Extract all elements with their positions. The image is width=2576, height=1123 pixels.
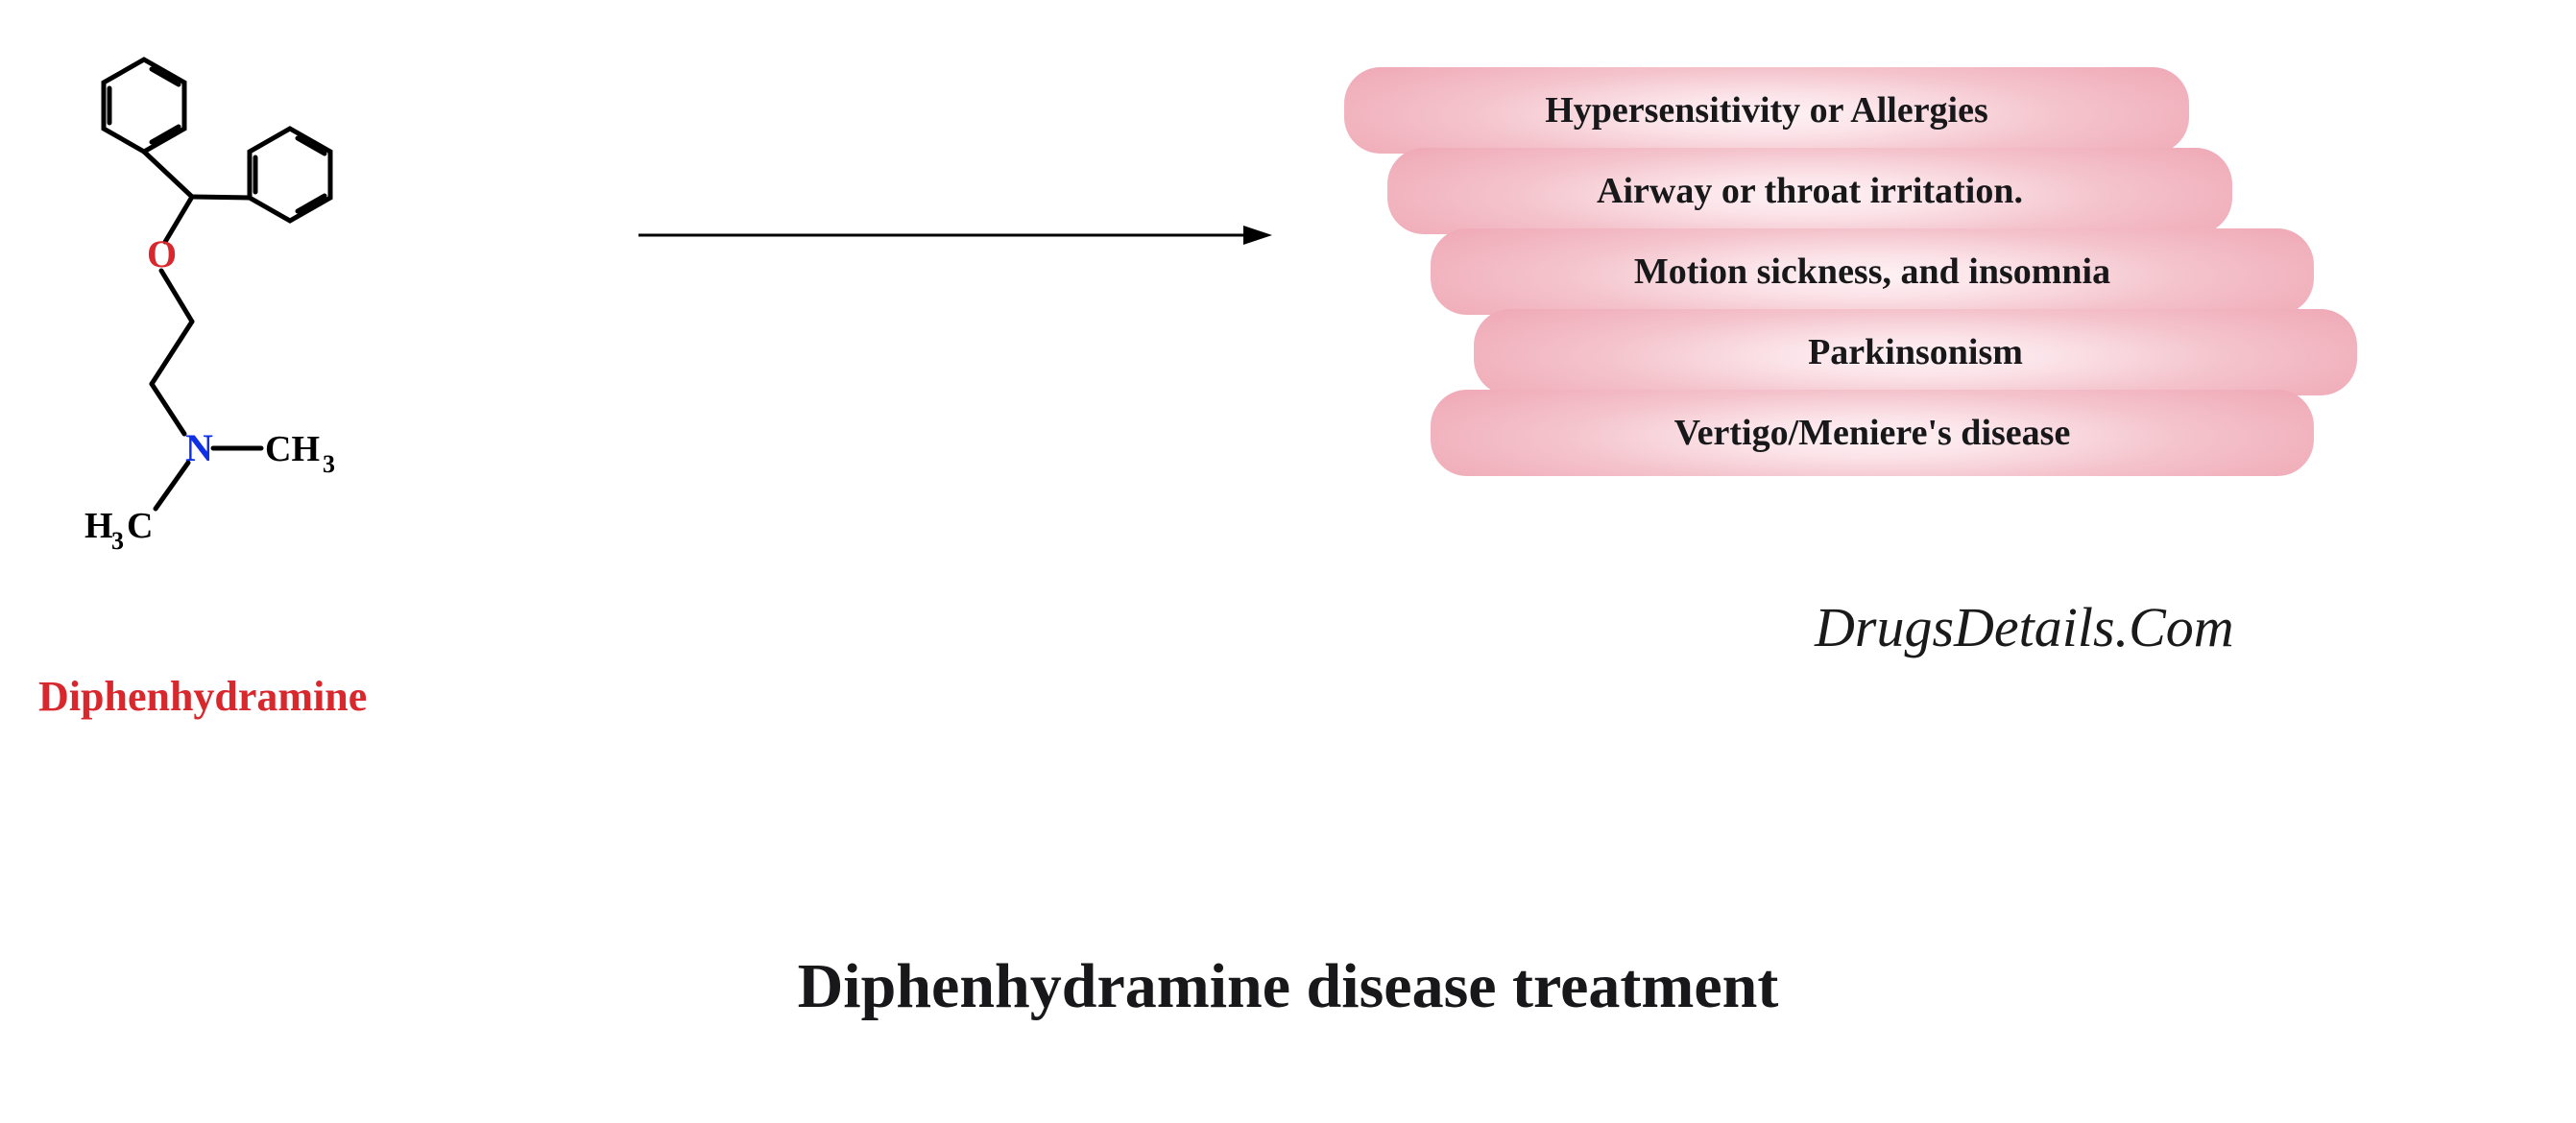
atom-O: O (147, 232, 177, 275)
atom-H3C-left-sub: 3 (111, 527, 124, 555)
indication-pill: Parkinsonism (1474, 309, 2357, 395)
reaction-arrow (638, 216, 1272, 254)
indication-text: Motion sickness, and insomnia (1634, 251, 2110, 293)
indication-pill: Hypersensitivity or Allergies (1344, 67, 2189, 154)
indication-pill: Vertigo/Meniere's disease (1431, 390, 2314, 476)
indication-list: Hypersensitivity or Allergies Airway or … (1344, 67, 2352, 476)
indication-text: Parkinsonism (1808, 331, 2023, 373)
molecule-svg: O N CH 3 H 3 C (48, 19, 432, 595)
indication-text: Airway or throat irritation. (1597, 170, 2023, 212)
indication-pill: Motion sickness, and insomnia (1431, 228, 2314, 315)
watermark-text: DrugsDetails.Com (1815, 595, 2234, 659)
molecule-structure: O N CH 3 H 3 C (48, 19, 432, 595)
atom-H3C-left: H (84, 506, 113, 546)
drug-name-label: Diphenhydramine (38, 672, 367, 721)
atom-CH3-right: CH (265, 429, 320, 469)
atom-N: N (185, 426, 213, 469)
atom-CH3-right-sub: 3 (323, 450, 335, 478)
atom-H3C-left-tail: C (127, 506, 153, 546)
indication-pill: Airway or throat irritation. (1387, 148, 2232, 234)
indication-text: Vertigo/Meniere's disease (1674, 412, 2071, 454)
figure-caption: Diphenhydramine disease treatment (0, 950, 2576, 1023)
indication-text: Hypersensitivity or Allergies (1545, 89, 1988, 131)
